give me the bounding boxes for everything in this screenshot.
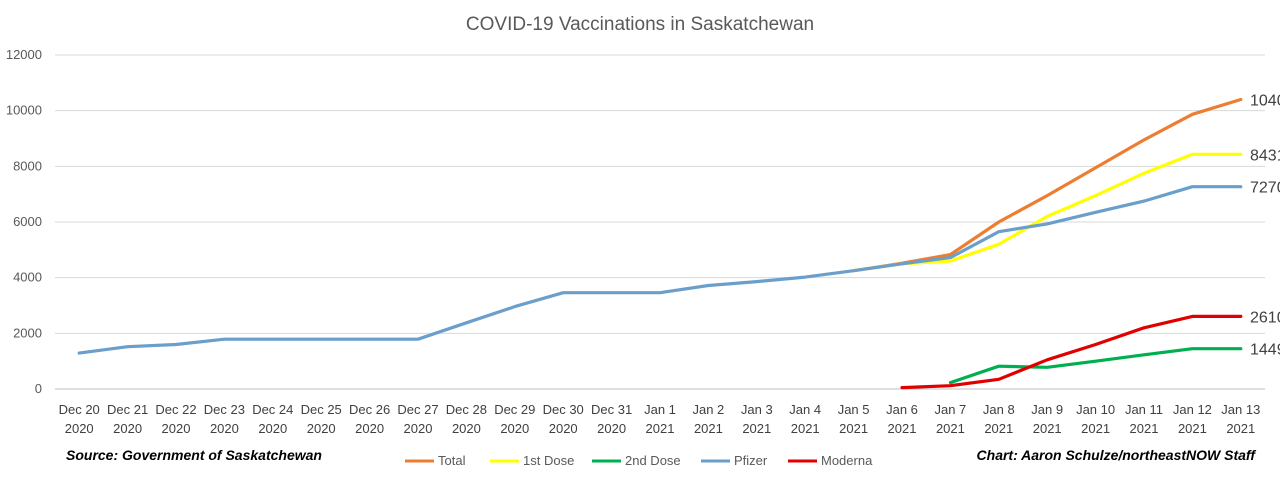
x-tick-label: Jan 8 2021 — [983, 402, 1015, 436]
legend-label-total: Total — [438, 453, 466, 468]
x-tick-label: Dec 23 2020 — [204, 402, 245, 436]
legend: Total 1st Dose 2nd Dose Pfizer Moderna — [405, 453, 873, 468]
x-tick-label: Jan 12 2021 — [1173, 402, 1212, 436]
y-tick-label: 4000 — [13, 270, 42, 285]
x-tick-label: Dec 30 2020 — [543, 402, 584, 436]
x-tick-label: Jan 1 2021 — [644, 402, 676, 436]
x-tick-label: Dec 29 2020 — [494, 402, 535, 436]
x-tick-label: Jan 7 2021 — [934, 402, 966, 436]
legend-label-pfizer: Pfizer — [734, 453, 768, 468]
gridlines — [55, 54, 1265, 390]
x-tick-label: Dec 24 2020 — [252, 402, 293, 436]
y-tick-label: 2000 — [13, 325, 42, 340]
x-tick-label: Dec 25 2020 — [301, 402, 342, 436]
x-tick-label: Dec 22 2020 — [155, 402, 196, 436]
credit-note: Chart: Aaron Schulze/northeastNOW Staff — [977, 447, 1257, 463]
series-lines — [77, 97, 1243, 390]
x-tick-label: Jan 13 2021 — [1221, 402, 1260, 436]
y-tick-label: 6000 — [13, 214, 42, 229]
end-label-moderna: 2610 — [1250, 309, 1280, 326]
y-tick-label: 10000 — [6, 103, 42, 118]
x-tick-label: Dec 21 2020 — [107, 402, 148, 436]
x-tick-label: Jan 3 2021 — [741, 402, 773, 436]
y-axis: 0 2000 4000 6000 8000 10000 12000 — [6, 47, 42, 396]
series-line-total — [852, 97, 1243, 273]
y-tick-label: 8000 — [13, 158, 42, 173]
x-tick-label: Jan 11 2021 — [1125, 402, 1163, 436]
source-note: Source: Government of Saskatchewan — [66, 447, 322, 463]
x-tick-label: Jan 2 2021 — [692, 402, 724, 436]
x-tick-label: Dec 20 2020 — [59, 402, 100, 436]
x-tick-label: Jan 10 2021 — [1076, 402, 1115, 436]
x-tick-label: Jan 5 2021 — [838, 402, 870, 436]
legend-label-2nd-dose: 2nd Dose — [625, 453, 681, 468]
end-label-total: 10400 — [1250, 93, 1280, 110]
x-tick-label: Jan 4 2021 — [789, 402, 821, 436]
x-tick-label: Dec 31 2020 — [591, 402, 632, 436]
end-label-pfizer: 7270 — [1250, 180, 1280, 197]
legend-label-moderna: Moderna — [821, 453, 873, 468]
x-tick-label: Jan 9 2021 — [1031, 402, 1063, 436]
y-tick-label: 0 — [35, 381, 42, 396]
chart-title: COVID-19 Vaccinations in Saskatchewan — [466, 14, 814, 35]
series-line-1st-dose — [852, 152, 1243, 273]
series-line-pfizer — [77, 185, 1243, 355]
x-tick-label: Dec 28 2020 — [446, 402, 487, 436]
legend-label-1st-dose: 1st Dose — [523, 453, 574, 468]
x-tick-label: Jan 6 2021 — [886, 402, 918, 436]
x-tick-label: Dec 27 2020 — [397, 402, 438, 436]
end-label-2nd-dose: 1449 — [1250, 342, 1280, 359]
y-tick-label: 12000 — [6, 47, 42, 62]
series-line-2nd-dose — [948, 347, 1243, 385]
x-tick-label: Dec 26 2020 — [349, 402, 390, 436]
series-line-moderna — [900, 314, 1243, 390]
